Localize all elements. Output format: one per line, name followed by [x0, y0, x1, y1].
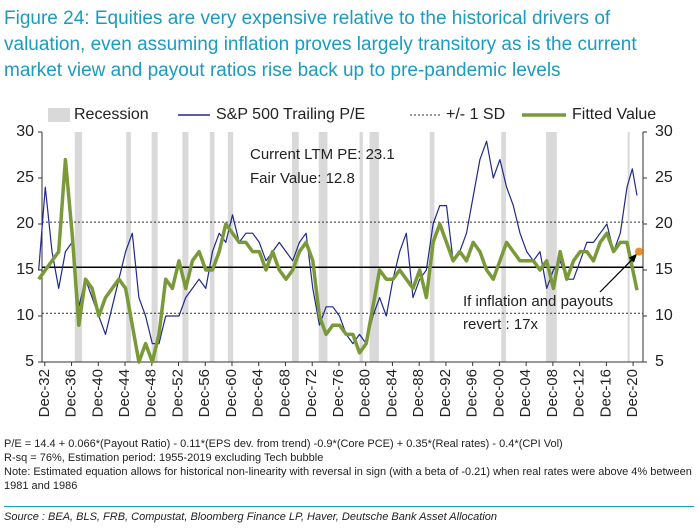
y-tick-label: 5 — [25, 353, 34, 370]
x-tick-label: Dec-60 — [223, 369, 240, 417]
x-tick-label: Dec-32 — [36, 369, 53, 417]
x-tick-label: Dec-00 — [490, 369, 507, 417]
notes: P/E = 14.4 + 0.066*(Payout Ratio) - 0.11… — [4, 437, 694, 493]
x-tick-label: Dec-64 — [250, 369, 267, 417]
annotation: revert : 17x — [463, 316, 539, 333]
recession-band — [369, 132, 379, 362]
x-tick-label: Dec-92 — [437, 369, 454, 417]
x-tick-label: Dec-16 — [597, 369, 614, 417]
y2-tick-label: 10 — [655, 307, 673, 324]
recession-band — [227, 132, 234, 362]
x-tick-label: Dec-08 — [544, 369, 561, 417]
y2-tick-label: 30 — [655, 123, 673, 140]
y2-tick-label: 25 — [655, 169, 673, 186]
x-tick-label: Dec-12 — [571, 369, 588, 417]
recession-band — [209, 132, 215, 362]
recession-band — [292, 132, 299, 362]
y2-tick-label: 5 — [655, 353, 664, 370]
x-tick-label: Dec-72 — [303, 369, 320, 417]
recession-band — [74, 132, 83, 362]
chart-title: Figure 24: Equities are very expensive r… — [4, 8, 637, 81]
annotation: Fair Value: 12.8 — [250, 170, 355, 187]
x-tick-label: Dec-04 — [517, 369, 534, 417]
x-tick-label: Dec-44 — [116, 369, 133, 417]
y-tick-label: 15 — [16, 261, 34, 278]
x-tick-label: Dec-56 — [196, 369, 213, 417]
legend-swatch — [48, 108, 70, 122]
recession-band — [151, 132, 158, 362]
x-tick-label: Dec-48 — [143, 369, 160, 417]
y-tick-label: 20 — [16, 215, 34, 232]
target-point — [634, 247, 643, 256]
series-line — [38, 140, 638, 345]
legend-label: S&P 500 Trailing P/E — [216, 106, 365, 123]
source: Source : BEA, BLS, FRB, Compustat, Bloom… — [4, 506, 694, 523]
x-tick-label: Dec-88 — [410, 369, 427, 417]
arrow — [599, 255, 637, 293]
y2-tick-label: 20 — [655, 215, 673, 232]
annotation: If inflation and payouts — [463, 293, 613, 310]
y-tick-label: 30 — [16, 123, 34, 140]
legend-label: Fitted Value — [572, 106, 656, 123]
note: Note: Estimated equation allows for hist… — [4, 466, 692, 492]
y-tick-label: 10 — [16, 307, 34, 324]
annotation: Current LTM PE: 23.1 — [250, 146, 395, 163]
x-tick-label: Dec-80 — [357, 369, 374, 417]
x-tick-label: Dec-96 — [464, 369, 481, 417]
x-tick-label: Dec-36 — [63, 369, 80, 417]
recession-band — [359, 132, 363, 362]
recession-band — [126, 132, 131, 362]
series-line — [37, 157, 639, 364]
x-tick-label: Dec-40 — [89, 369, 106, 417]
note: P/E = 14.4 + 0.066*(Payout Ratio) - 0.11… — [4, 438, 563, 450]
y2-tick-label: 15 — [655, 261, 673, 278]
recession-band — [546, 132, 557, 362]
x-tick-label: Dec-76 — [330, 369, 347, 417]
legend-label: +/- 1 SD — [446, 106, 505, 123]
x-tick-label: Dec-68 — [276, 369, 293, 417]
chart: 5 5 10 10 15 15 20 20 25 25 30 30 Dec-32 Dec-36 Dec-40… — [16, 106, 673, 417]
recession-band — [318, 132, 328, 362]
x-tick-label: Dec-20 — [624, 369, 641, 417]
recession-band — [182, 132, 189, 362]
y-tick-label: 25 — [16, 169, 34, 186]
x-tick-label: Dec-84 — [383, 369, 400, 417]
legend-label: Recession — [74, 106, 149, 123]
x-tick-label: Dec-52 — [169, 369, 186, 417]
arrow-head — [628, 253, 637, 263]
note: R-sq = 76%, Estimation period: 1955-2019… — [4, 452, 324, 464]
